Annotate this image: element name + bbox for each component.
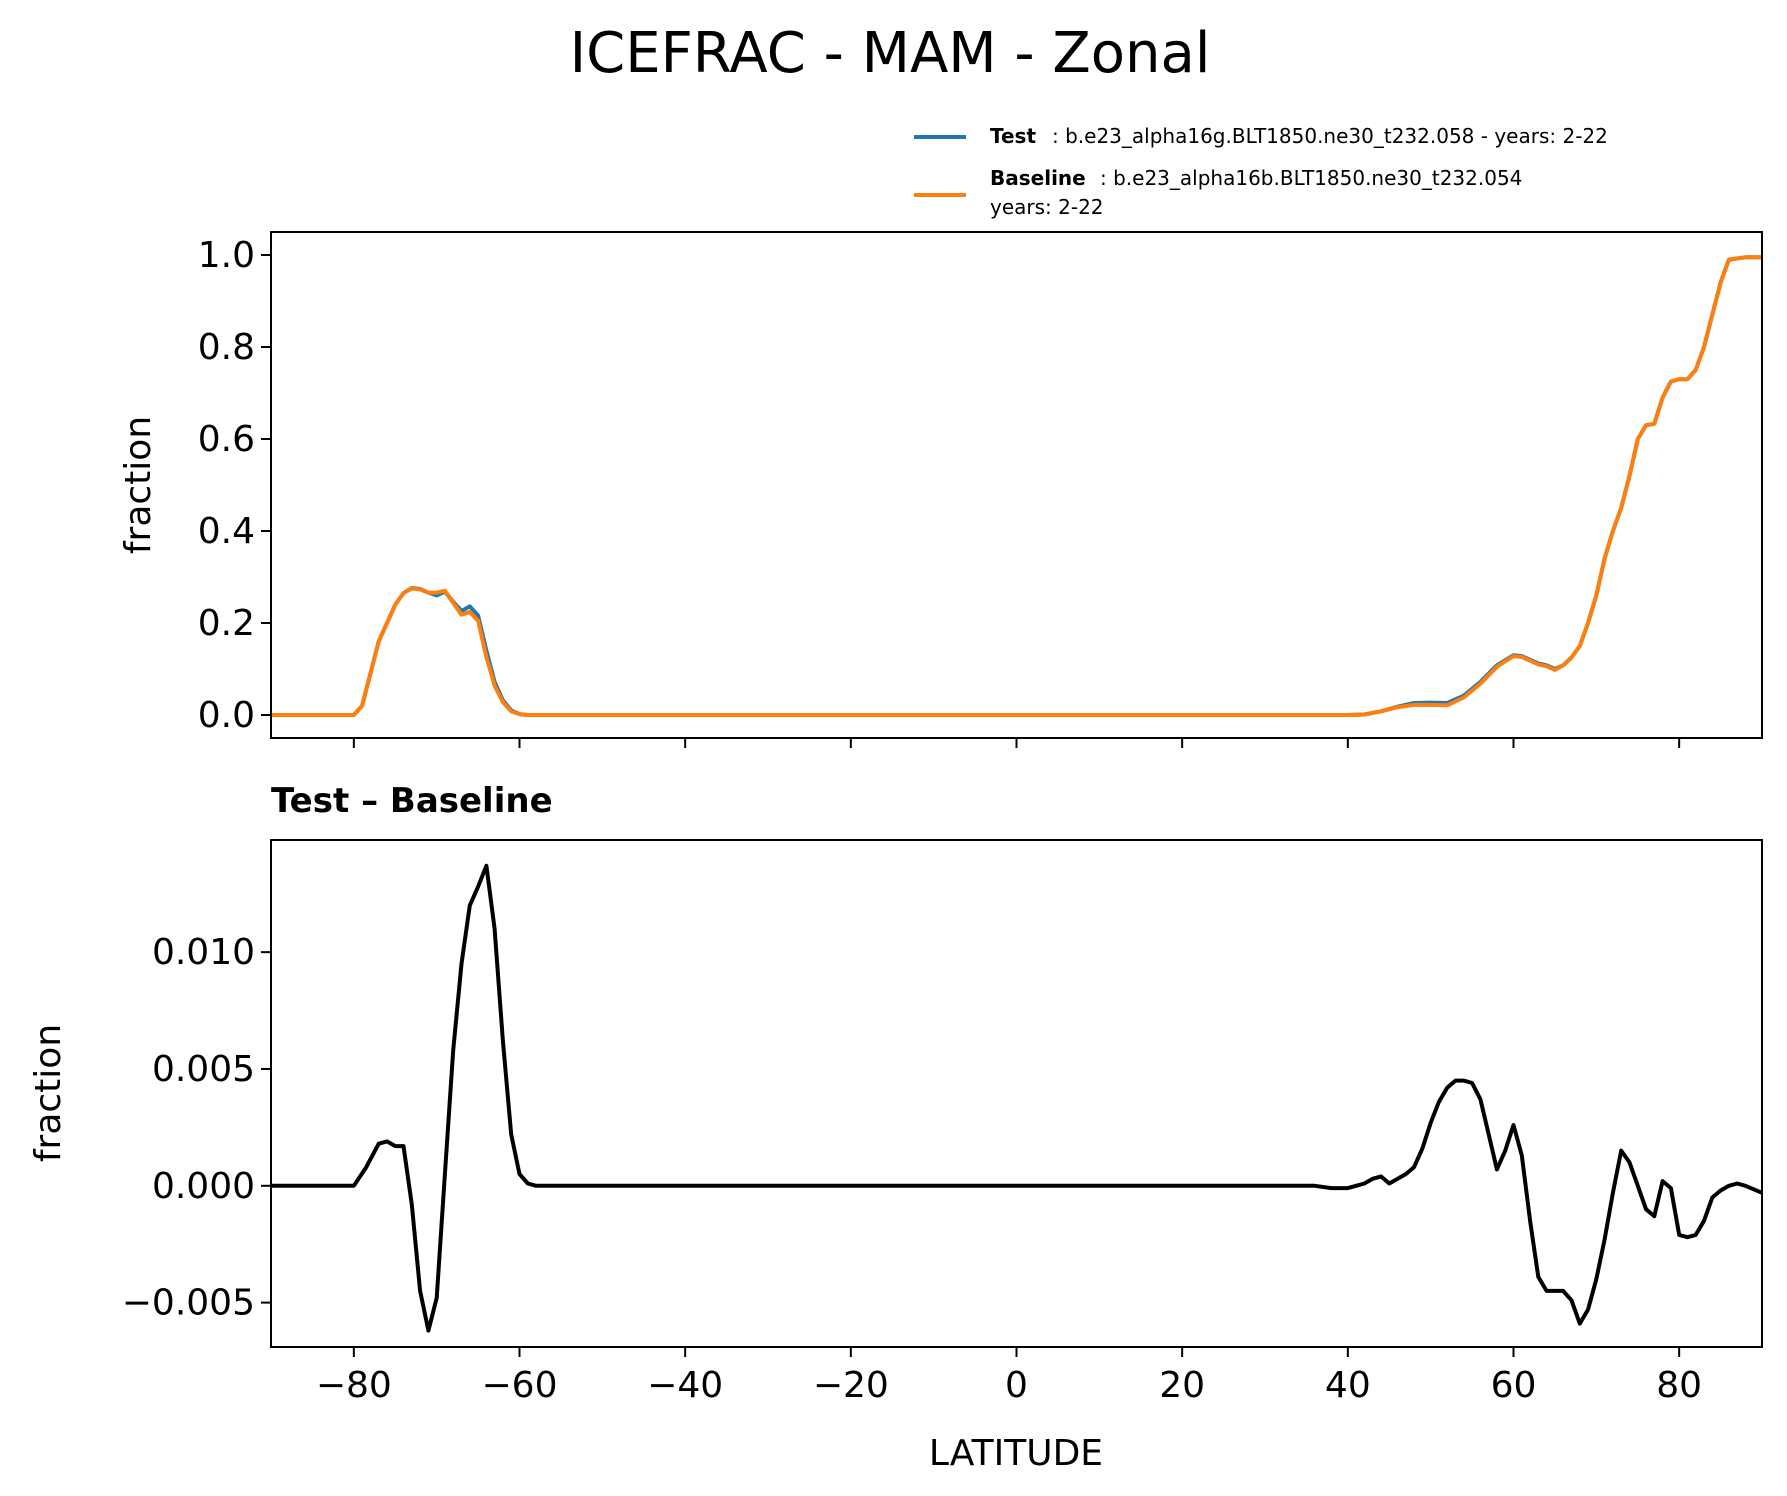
bottom-x-tick-label: 0 (1005, 1365, 1028, 1406)
legend-baseline-text2: years: 2-22 (990, 195, 1104, 219)
bottom-x-ticks: −80 −60 −40 −20 0 20 40 60 80 (316, 1347, 1702, 1406)
top-panel: 0.0 0.2 0.4 0.6 0.8 1.0 fraction (118, 231, 1763, 748)
top-plot-frame (270, 231, 1763, 739)
bottom-x-tick-label: −40 (647, 1365, 723, 1406)
top-y-tick-label: 0.2 (198, 603, 255, 644)
top-y-tick-label: 0.6 (198, 419, 255, 460)
bottom-series (271, 863, 1763, 1333)
legend-baseline-text: : b.e23_alpha16b.BLT1850.ne30_t232.054 (1100, 166, 1522, 190)
legend-test-text: : b.e23_alpha16g.BLT1850.ne30_t232.058 -… (1052, 124, 1608, 148)
top-series-baseline (271, 255, 1762, 717)
bottom-plot-frame (270, 839, 1763, 1348)
bottom-y-tick-label: 0.000 (152, 1166, 255, 1207)
bottom-x-tick-label: 20 (1159, 1365, 1205, 1406)
bottom-y-tick-label: 0.010 (152, 932, 255, 973)
top-y-ticks: 0.0 0.2 0.4 0.6 0.8 1.0 (198, 235, 271, 736)
legend: Test : b.e23_alpha16g.BLT1850.ne30_t232.… (914, 124, 1608, 219)
top-y-tick-label: 0.0 (198, 695, 255, 736)
bottom-y-tick-label: 0.005 (152, 1049, 255, 1090)
bottom-series-test-baseline (271, 863, 1763, 1333)
bottom-x-tick-label: 80 (1656, 1365, 1702, 1406)
bottom-x-tick-label: 60 (1491, 1365, 1537, 1406)
bottom-y-axis-label: fraction (28, 1024, 69, 1162)
bottom-panel: Test – Baseline −80 −60 −40 −20 0 20 40 60 80 −0… (28, 781, 1763, 1474)
legend-baseline-key: Baseline (990, 166, 1086, 190)
bottom-x-tick-label: −80 (316, 1365, 392, 1406)
bottom-panel-title: Test – Baseline (271, 781, 553, 821)
top-y-tick-label: 1.0 (198, 235, 255, 276)
bottom-x-tick-label: −20 (813, 1365, 889, 1406)
legend-test-key: Test (990, 124, 1036, 148)
figure-title: ICEFRAC - MAM - Zonal (570, 21, 1211, 86)
bottom-x-tick-label: −60 (482, 1365, 558, 1406)
bottom-x-tick-label: 40 (1325, 1365, 1371, 1406)
top-series (271, 255, 1762, 717)
bottom-y-tick-label: −0.005 (122, 1283, 255, 1324)
x-axis-label: LATITUDE (929, 1433, 1103, 1474)
top-x-ticks (352, 738, 1681, 748)
top-y-tick-label: 0.8 (198, 327, 255, 368)
top-y-tick-label: 0.4 (198, 511, 255, 552)
top-series-test (271, 255, 1762, 717)
bottom-y-ticks: −0.005 0.000 0.005 0.010 (122, 932, 271, 1324)
top-y-axis-label: fraction (118, 416, 159, 554)
